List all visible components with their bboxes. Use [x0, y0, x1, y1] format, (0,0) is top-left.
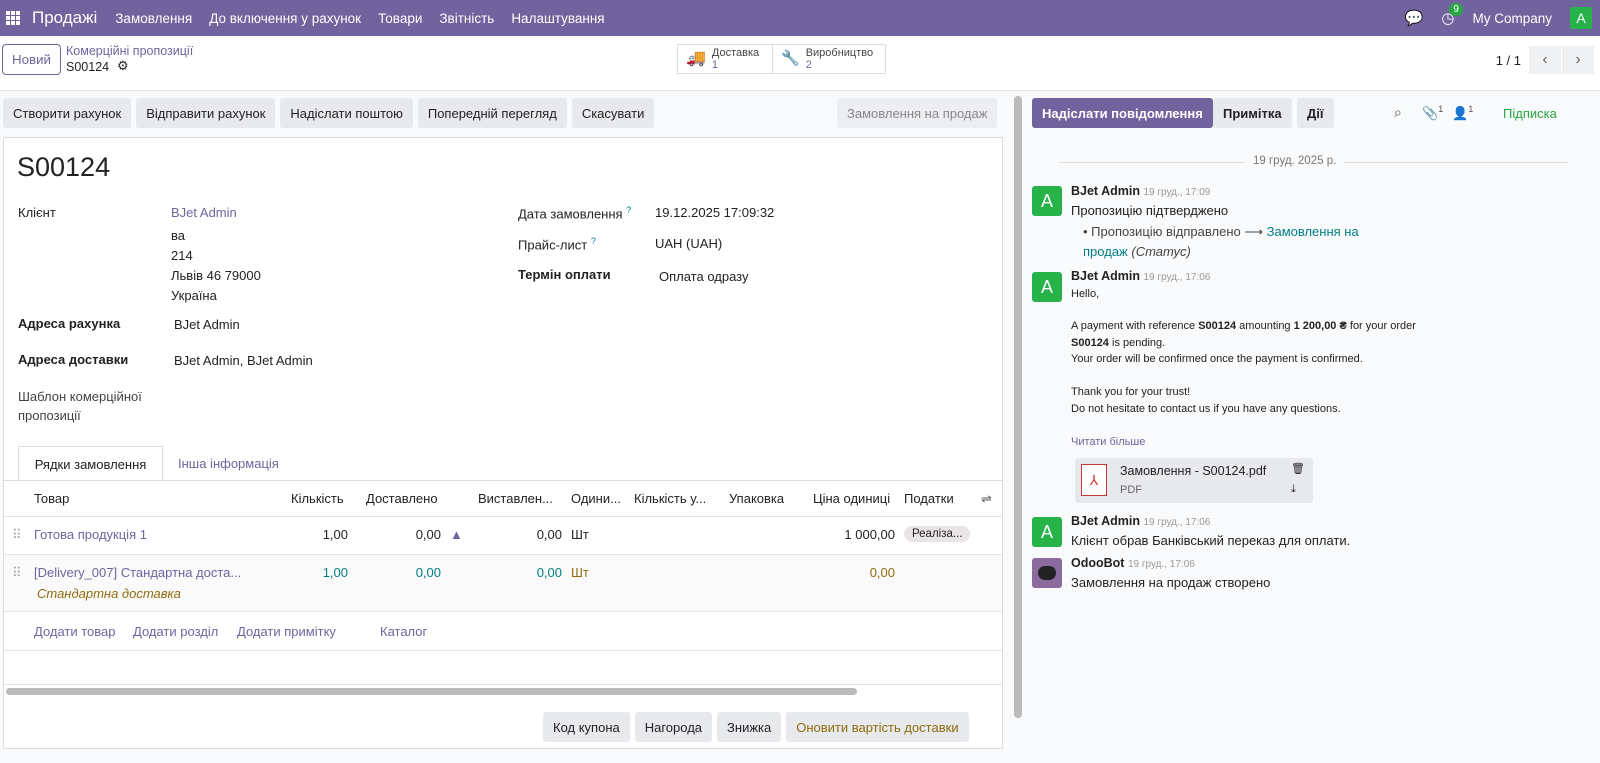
send-email-button[interactable]: Надіслати поштою [280, 98, 413, 128]
pager-prev-icon[interactable]: ‹ [1529, 46, 1561, 74]
clock-icon[interactable]: ◷ 9 [1441, 3, 1463, 27]
reward-button[interactable]: Нагорода [634, 712, 713, 742]
col-delivered[interactable]: Доставлено [366, 491, 438, 506]
follow-button[interactable]: Підписка [1503, 106, 1557, 121]
update-shipping-button[interactable]: Оновити вартість доставки [786, 712, 969, 742]
col-packaging-qty[interactable]: Кількість у... [634, 491, 707, 506]
app-name[interactable]: Продажі [32, 8, 98, 27]
attachment-card[interactable]: ⅄ Замовлення - S00124.pdf PDF 🗑 ⤓ [1075, 458, 1313, 503]
send-invoice-button[interactable]: Відправити рахунок [136, 98, 276, 128]
followers-button[interactable]: 👤1 [1452, 104, 1474, 121]
user-icon: 👤 [1452, 105, 1469, 121]
attachments-button[interactable]: 📎1 [1422, 104, 1444, 121]
odoobot-avatar [1032, 558, 1062, 588]
delivery-address-label: Адреса доставки [18, 352, 129, 367]
page-title: S00124 [17, 152, 111, 182]
breadcrumb-quotations[interactable]: Комерційні пропозиції [66, 44, 194, 58]
tracking-change: • Пропозицію відправлено ⟶ Замовлення на… [1083, 224, 1359, 259]
avatar: A [1032, 272, 1062, 302]
menu-products[interactable]: Товари [378, 10, 423, 26]
pager-value[interactable]: 1 / 1 [1495, 52, 1521, 68]
menu-settings[interactable]: Налаштування [511, 10, 605, 26]
invoice-address-field[interactable]: BJet Admin [174, 317, 240, 332]
drag-handle-icon[interactable]: ⠿ [12, 527, 22, 542]
discount-button[interactable]: Знижка [717, 712, 782, 742]
trash-icon[interactable]: 🗑 [1291, 463, 1305, 475]
col-quantity[interactable]: Кількість [291, 491, 344, 506]
tab-order-lines[interactable]: Рядки замовлення [18, 446, 163, 481]
col-taxes[interactable]: Податки [904, 491, 954, 506]
catalog-link[interactable]: Каталог [380, 624, 428, 639]
new-button[interactable]: Новий [2, 44, 61, 75]
log-note-button[interactable]: Примітка [1213, 98, 1292, 128]
send-message-button[interactable]: Надіслати повідомлення [1032, 98, 1213, 128]
paperclip-icon: 📎 [1422, 105, 1439, 121]
tax-tag[interactable]: Реаліза... [904, 526, 971, 542]
client-field[interactable]: BJet Admin [171, 205, 237, 220]
help-icon: ? [626, 205, 632, 215]
action-buttons: Створити рахунок Відправити рахунок Наді… [3, 98, 655, 128]
quotation-template-label: Шаблон комерційної пропозиції [18, 389, 142, 423]
bottom-buttons: Код купона Нагорода Знижка Оновити варті… [543, 712, 969, 742]
download-icon[interactable]: ⤓ [1291, 483, 1296, 495]
smart-button-manufacturing[interactable]: 🔧 Виробництво 2 [772, 44, 886, 74]
order-date-label: Дата замовлення ? [518, 205, 632, 222]
help-icon: ? [590, 236, 596, 246]
vertical-scrollbar[interactable] [1014, 96, 1022, 718]
control-panel: Новий Комерційні пропозиції S00124 ⚙ 🚚 Д… [0, 36, 1600, 91]
add-section-link[interactable]: Додати розділ [133, 624, 219, 639]
col-unit-price[interactable]: Ціна одиниці [813, 491, 891, 506]
form-sheet [3, 137, 1003, 749]
coupon-button[interactable]: Код купона [543, 712, 630, 742]
column-settings-icon[interactable]: ⇌ [981, 491, 992, 506]
client-label: Клієнт [18, 205, 56, 220]
chatter [1025, 91, 1600, 763]
truck-icon: 🚚 [686, 50, 706, 67]
menu-reporting[interactable]: Звітність [439, 10, 495, 26]
delivery-address-field[interactable]: BJet Admin, BJet Admin [174, 353, 313, 368]
tab-other-info[interactable]: Інша інформація [178, 456, 279, 471]
drag-handle-icon[interactable]: ⠿ [12, 565, 22, 580]
date-separator: 19 груд. 2025 р. [1245, 155, 1345, 167]
pricelist-label: Прайс-лист ? [518, 236, 596, 253]
search-icon[interactable]: ⌕ [1394, 104, 1402, 120]
apps-grid-icon[interactable] [6, 11, 20, 25]
payment-terms-label: Термін оплати [518, 267, 611, 282]
menu-to-invoice[interactable]: До включення у рахунок [209, 10, 362, 26]
create-invoice-button[interactable]: Створити рахунок [3, 98, 132, 128]
activity-badge: 9 [1449, 3, 1463, 16]
activities-button[interactable]: Дії [1297, 98, 1334, 128]
avatar: A [1032, 186, 1062, 216]
pager: 1 / 1 ‹ › [1496, 46, 1594, 74]
order-date-field[interactable]: 19.12.2025 17:09:32 [655, 205, 775, 220]
pager-next-icon[interactable]: › [1562, 46, 1594, 74]
pricelist-field[interactable]: UAH (UAH) [655, 236, 723, 251]
top-navbar: Продажі Замовлення До включення у рахуно… [0, 0, 1600, 36]
menu-orders[interactable]: Замовлення [115, 10, 193, 26]
col-packaging[interactable]: Упаковка [729, 491, 785, 506]
payment-terms-field[interactable]: Оплата одразу [659, 269, 749, 284]
smart-button-delivery[interactable]: 🚚 Доставка 1 [677, 44, 773, 74]
add-product-link[interactable]: Додати товар [34, 624, 116, 639]
read-more-link[interactable]: Читати більше [1071, 436, 1146, 448]
wrench-icon: 🔧 [781, 50, 800, 67]
gear-icon[interactable]: ⚙ [117, 58, 129, 73]
forecast-chart-icon[interactable]: ▲ [450, 527, 463, 542]
col-product[interactable]: Товар [34, 491, 70, 506]
preview-button[interactable]: Попередній перегляд [417, 98, 567, 128]
col-uom[interactable]: Одини... [571, 491, 621, 506]
avatar: A [1032, 517, 1062, 547]
invoice-address-label: Адреса рахунка [18, 316, 121, 331]
horizontal-scrollbar[interactable] [6, 688, 857, 695]
col-invoiced[interactable]: Виставлен... [478, 491, 553, 506]
record-name: S00124 [66, 60, 110, 74]
company-switcher[interactable]: My Company [1472, 10, 1552, 26]
status-sale-order[interactable]: Замовлення на продаж [837, 98, 998, 128]
user-avatar[interactable]: A [1570, 7, 1592, 29]
add-note-link[interactable]: Додати примітку [237, 624, 336, 639]
chat-icon[interactable]: 💬 [1404, 10, 1424, 27]
cancel-button[interactable]: Скасувати [571, 98, 655, 128]
pdf-icon: ⅄ [1081, 464, 1107, 496]
client-address: ва 214 Львів 46 79000 Україна [171, 228, 261, 303]
